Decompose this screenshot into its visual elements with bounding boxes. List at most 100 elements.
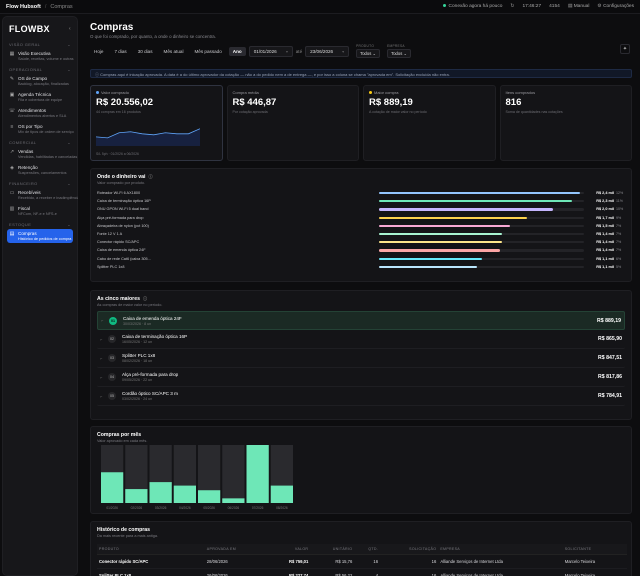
spend-bar: [379, 216, 527, 219]
spend-bar: [379, 208, 554, 211]
top-purchase-row[interactable]: ⌐ 04 Alça pré-formada para drop 09/05/2026 …: [97, 368, 625, 387]
sidebar-item-agenda-tecnica[interactable]: ▣ Agenda Técnica Fila e cobertura de equi…: [9, 92, 63, 102]
product-spend-row[interactable]: Cabo de rede Cat6 (caixa 305... R$ 1,1 mi…: [97, 255, 631, 263]
product-spend-row[interactable]: ONU GPON Wi-Fi 5 dual band R$ 2,0 mil 10%: [97, 205, 631, 213]
main-content: Compras O que foi comprado, por quanto, …: [84, 16, 636, 576]
table-row[interactable]: Splitter PLC 1x8 26/06/2026 R$ 227,74 R$ 56…: [97, 568, 627, 576]
drag-handle-icon: ⌐: [100, 374, 103, 380]
column-header[interactable]: UNITÁRIO: [310, 544, 355, 555]
sidebar-item-os-tipo[interactable]: ≡ OS por Tipo Mix de tipos de ordem de se…: [10, 124, 74, 134]
product-spend-row[interactable]: Caixa de emenda óptica 24F R$ 1,4 mil 7%: [97, 246, 631, 254]
breadcrumb-separator: /: [44, 3, 47, 10]
refresh-icon[interactable]: ↻: [510, 4, 515, 9]
column-header[interactable]: SOLICITAÇÃO: [380, 544, 439, 555]
product-spend-row[interactable]: Roteador Wi-Fi 6 AX1800 R$ 2,4 mil 12%: [97, 189, 631, 197]
top-purchase-row[interactable]: ⌐ 05 Cordão óptico SC/APC 3 m 03/02/2026 · …: [97, 387, 625, 406]
sidebar-item-vendas[interactable]: ↗ Vendas Vendidas, habilitadas e cancelad…: [9, 149, 78, 159]
product-spend-row[interactable]: Conector rápido SC/APC R$ 1,4 mil 7%: [97, 238, 631, 246]
purchase-value: R$ 847,51: [598, 355, 622, 361]
month-bar[interactable]: [270, 485, 293, 503]
period-last-month[interactable]: Mês passado: [194, 48, 222, 54]
spend-bar-track: [379, 249, 584, 252]
date-separator: até: [295, 48, 303, 54]
column-header[interactable]: APROVADA EM: [204, 544, 267, 555]
layout-icon: ▦: [9, 51, 15, 57]
drag-handle-icon: ⌐: [101, 318, 104, 323]
product-name: ONU GPON Wi-Fi 5 dual band: [97, 207, 149, 212]
product-spend-row[interactable]: Caixa de terminação óptica 16P R$ 2,3 mil…: [97, 197, 631, 205]
product-name: Roteador Wi-Fi 6 AX1800: [97, 191, 141, 196]
column-header[interactable]: SOLICITANTE: [562, 544, 627, 555]
month-bar[interactable]: [149, 482, 172, 503]
period-30d[interactable]: 30 dias: [137, 48, 153, 54]
sidebar-item-os-campo[interactable]: ✎ OS de Campo Backlog, alocação, finaliza…: [9, 76, 69, 86]
wallet-icon: ▭: [9, 190, 15, 196]
top-purchase-row[interactable]: ⌐ 01 Caixa de emenda óptica 24F 30/03/2026 …: [97, 311, 625, 330]
rank-badge: 05: [108, 392, 116, 400]
top-purchase-row[interactable]: ⌐ 02 Caixa de terminação óptica 16P 16/05/2…: [97, 330, 625, 349]
help-icon[interactable]: ⓘ: [142, 296, 147, 301]
settings-link[interactable]: ⚙ Configurações: [597, 4, 634, 9]
sidebar-item-atendimentos[interactable]: ☏ Atendimentos Atendimentos abertos e SLA: [9, 108, 67, 118]
spend-percent: 6%: [616, 256, 622, 261]
table-cell: 16: [354, 554, 381, 569]
breadcrumb-app[interactable]: Flow Hubsoft: [6, 3, 41, 10]
spend-bar-track: [379, 232, 584, 236]
product-name: Caixa de terminação óptica 16P: [97, 199, 151, 204]
spend-bar-track: [379, 224, 584, 227]
purchase-date: 09/05/2026 · 22 un: [122, 378, 153, 382]
column-header[interactable]: EMPRESA: [438, 544, 563, 555]
sidebar-item-compras[interactable]: ▤ Compras Histórico de pedidos de compra: [7, 229, 73, 243]
sidebar-item-retencao[interactable]: ◈ Retenção Suspensões, cancelamentos: [10, 165, 67, 175]
spend-value: R$ 1,4 mil: [596, 240, 614, 245]
info-notice: ⓘ Compras aqui é inicação aprovada. A da…: [90, 69, 632, 78]
chevron-icon[interactable]: ‹: [69, 26, 71, 32]
purchase-value: R$ 889,19: [597, 317, 621, 324]
period-7d[interactable]: 7 dias: [114, 48, 127, 54]
company-select[interactable]: Todos ⌄: [387, 49, 412, 58]
month-bar[interactable]: [198, 490, 221, 503]
purchase-value: R$ 865,90: [598, 336, 622, 342]
table-cell: R$ 227,74: [266, 568, 311, 576]
date-to-input[interactable]: 23/06/2026 ▫: [305, 45, 350, 57]
sidebar-item-fiscal[interactable]: ▥ Fiscal NFCom, NF-e e NFS-e: [9, 206, 57, 216]
product-spend-row[interactable]: Fonte 12 V 1 A R$ 1,4 mil 7%: [97, 230, 631, 238]
month-bar[interactable]: [173, 485, 196, 503]
period-current-month[interactable]: Mês atual: [163, 48, 184, 54]
column-header[interactable]: VALOR: [266, 544, 311, 555]
product-select[interactable]: Todos ⌄: [356, 49, 381, 58]
month-bar[interactable]: [222, 498, 245, 503]
monthly-card: Compras por mês Valor aprovado em cada m…: [90, 426, 632, 514]
table-row[interactable]: Conector rápido SC/APC 28/06/2026 R$ 759,0…: [97, 554, 627, 569]
product-spend-row[interactable]: Abraçadeira de nylon (pct 100) R$ 1,5 mil…: [97, 222, 631, 230]
gear-icon: ⚙: [597, 4, 604, 9]
spend-value: R$ 1,1 mil: [596, 264, 614, 269]
month-bar[interactable]: [101, 472, 124, 503]
spend-percent: 7%: [616, 223, 622, 228]
cart-icon: ▤: [9, 231, 15, 237]
column-header[interactable]: QTD.: [354, 544, 381, 555]
month-bar[interactable]: [246, 445, 269, 503]
sidebar-item-recebiveis[interactable]: ▭ Recebíveis Recebido, a receber e inadim…: [9, 190, 78, 200]
column-header[interactable]: PRODUTO: [97, 544, 205, 555]
help-icon[interactable]: ⓘ: [148, 174, 153, 179]
logo[interactable]: FLOWBX ‹: [9, 24, 71, 34]
spend-bar-track: [379, 216, 584, 219]
lightbulb-icon[interactable]: ✦: [620, 44, 630, 54]
month-bar-track: [198, 445, 221, 503]
purchase-date: 30/03/2026 · 8 un: [123, 321, 152, 326]
month-bar[interactable]: [125, 489, 148, 503]
info-icon: ⓘ: [95, 72, 101, 77]
period-year[interactable]: Ano: [228, 46, 246, 56]
product-spend-row[interactable]: Alça pré-formada para drop R$ 1,7 mil 9%: [97, 214, 631, 222]
product-spend-row[interactable]: Splitter PLC 1x8 R$ 1,1 mil 5%: [97, 263, 631, 271]
date-from-input[interactable]: 01/01/2026 ▫: [248, 45, 293, 57]
sidebar-item-visao-executiva[interactable]: ▦ Visão Executiva Saúde, receitas, volume…: [9, 51, 74, 61]
period-today[interactable]: Hoje: [94, 48, 104, 54]
month-label: 08/2026: [276, 506, 288, 510]
spend-percent: 7%: [616, 248, 622, 253]
top-purchase-row[interactable]: ⌐ 03 Splitter PLC 1x8 08/02/2026 · 18 un R$ …: [97, 349, 625, 368]
spend-percent: 5%: [616, 264, 622, 269]
where-rows: Roteador Wi-Fi 6 AX1800 R$ 2,4 mil 12% Caix…: [91, 189, 631, 271]
manual-link[interactable]: ▤ Manual: [567, 4, 590, 9]
